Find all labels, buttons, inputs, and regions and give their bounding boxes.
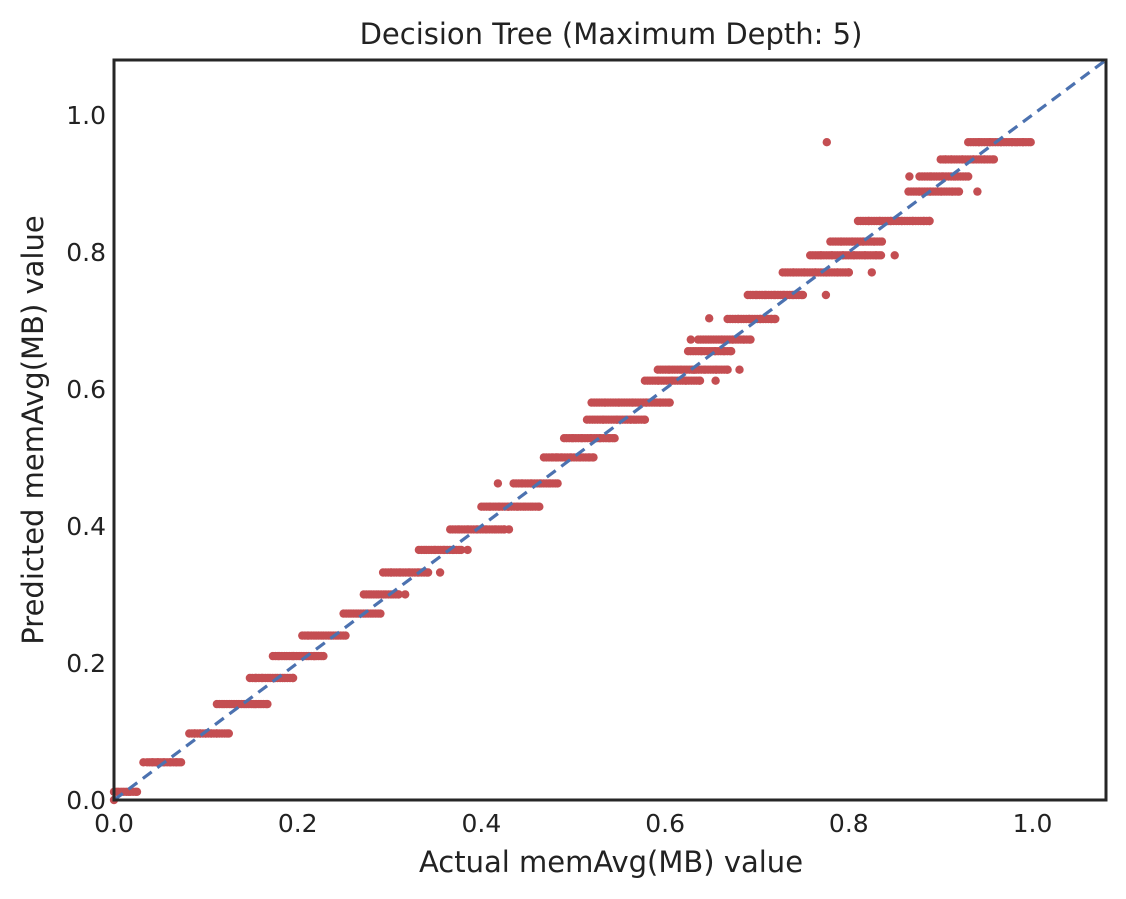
data-point [876,251,886,260]
data-point [727,347,736,356]
reference-line [113,58,1107,802]
y-tick-label: 0.0 [66,786,106,815]
data-point [964,172,973,181]
data-point [822,138,831,147]
data-point [552,453,561,462]
data-point [705,314,714,323]
data-point [132,787,142,796]
data-point [746,335,755,344]
y-tick-label: 1.0 [66,101,106,130]
x-tick-label: 0.0 [94,809,134,838]
data-point [640,415,650,424]
data-point [423,568,433,577]
chart-title: Decision Tree (Maximum Depth: 5) [360,17,863,51]
data-point [310,651,319,661]
data-point [535,502,544,511]
data-point [401,590,410,599]
data-point [493,479,503,488]
data-point [553,479,562,488]
y-axis-ticks: 0.0 0.2 0.4 0.6 0.8 1.0 [66,101,106,815]
data-point [735,365,744,374]
data-point [711,376,720,385]
data-point [394,590,403,599]
data-point [665,398,674,407]
data-point [867,268,876,277]
data-point [890,251,899,260]
data-point [723,365,732,374]
data-point [457,545,466,555]
data-point [504,525,514,534]
data-point [288,651,298,661]
x-tick-label: 1.0 [1013,809,1053,838]
plot-frame [112,58,1108,802]
x-tick-label: 0.2 [278,809,318,838]
data-point [319,651,328,661]
data-point [176,758,186,767]
y-tick-label: 0.8 [66,238,106,267]
data-point [582,415,592,424]
data-point [695,376,705,385]
data-point [877,237,887,246]
data-point [844,268,853,277]
data-point [771,314,780,324]
y-tick-label: 0.4 [66,512,106,541]
data-point [925,216,934,226]
data-point [798,290,808,300]
data-point [954,187,964,196]
data-point [1026,138,1035,147]
data-point [463,545,472,555]
x-axis-ticks: 0.0 0.2 0.4 0.6 0.8 1.0 [94,809,1052,838]
y-axis-label: Predicted memAvg(MB) value [16,215,50,644]
data-point [376,609,385,618]
x-tick-label: 0.6 [645,809,685,838]
x-axis-label: Actual memAvg(MB) value [419,845,803,879]
data-point [610,434,619,443]
y-tick-label: 0.2 [66,649,106,678]
data-points [109,138,1035,805]
data-point [288,673,298,683]
data-point [973,187,982,196]
data-point [341,631,350,640]
data-point [224,729,233,738]
data-point [941,155,950,164]
data-point [905,172,914,181]
x-tick-label: 0.8 [829,809,869,838]
data-point [989,155,999,164]
data-point [139,758,148,767]
x-tick-label: 0.4 [462,809,502,838]
data-point [263,699,272,709]
data-point [686,335,695,344]
data-point [589,453,598,462]
data-point [821,290,831,300]
data-point [435,568,445,577]
y-tick-label: 0.6 [66,375,106,404]
